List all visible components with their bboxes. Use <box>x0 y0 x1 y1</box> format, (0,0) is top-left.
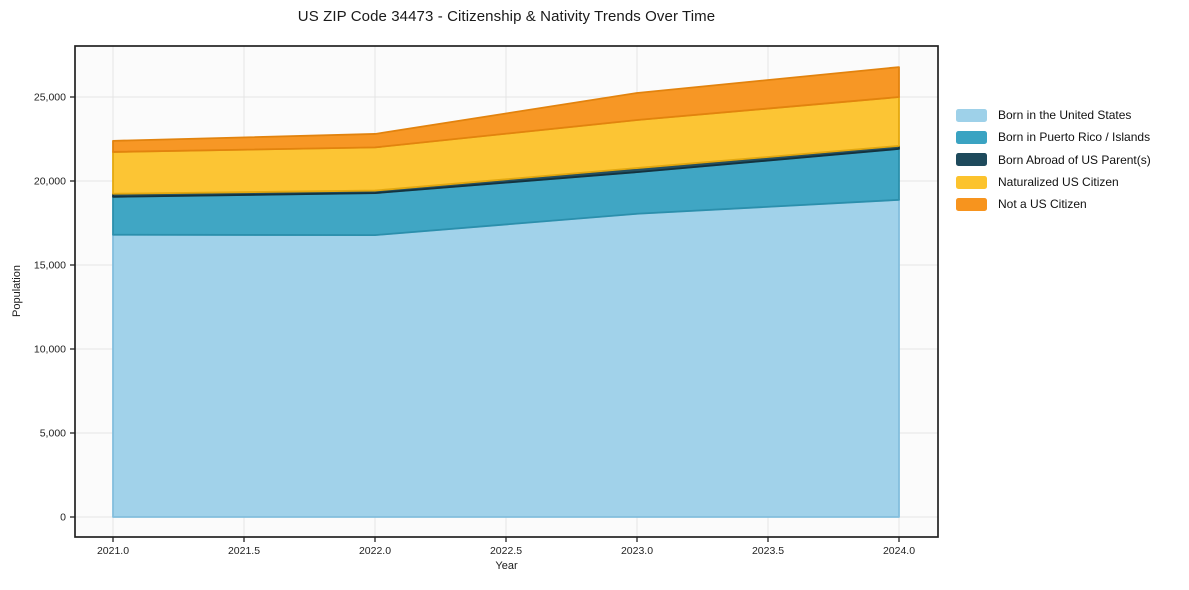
legend-swatch-born-us <box>956 108 987 122</box>
x-axis-label: Year <box>495 560 518 572</box>
legend: Born in the United States Born in Puerto … <box>956 104 1151 215</box>
area-born-us <box>112 198 900 518</box>
y-tick-label: 15,000 <box>34 260 66 272</box>
legend-item-born-us: Born in the United States <box>956 104 1151 126</box>
legend-swatch-not-citizen <box>956 197 987 211</box>
x-tick-label: 2023.0 <box>621 545 653 557</box>
x-tick-label: 2024.0 <box>883 545 915 557</box>
y-tick-label: 25,000 <box>34 92 66 104</box>
legend-swatch-born-abroad <box>956 153 987 167</box>
x-tick-label: 2023.5 <box>752 545 784 557</box>
legend-label: Born Abroad of US Parent(s) <box>998 152 1151 167</box>
y-tick-label: 5,000 <box>40 428 66 440</box>
legend-label: Born in the United States <box>998 108 1132 123</box>
legend-swatch-born-pr <box>956 130 987 144</box>
x-tick-label: 2021.5 <box>228 545 260 557</box>
legend-item-born-abroad: Born Abroad of US Parent(s) <box>956 149 1151 171</box>
legend-item-naturalized: Naturalized US Citizen <box>956 171 1151 193</box>
legend-label: Naturalized US Citizen <box>998 175 1119 190</box>
x-tick-label: 2021.0 <box>97 545 129 557</box>
y-tick-label: 0 <box>60 512 66 524</box>
x-tick-label: 2022.5 <box>490 545 522 557</box>
legend-swatch-naturalized <box>956 175 987 189</box>
legend-item-not-citizen: Not a US Citizen <box>956 193 1151 215</box>
y-axis-label: Population <box>11 265 23 317</box>
y-tick-label: 10,000 <box>34 344 66 356</box>
legend-item-born-pr: Born in Puerto Rico / Islands <box>956 126 1151 148</box>
chart-title: US ZIP Code 34473 - Citizenship & Nativi… <box>297 8 716 25</box>
legend-label: Not a US Citizen <box>998 197 1087 212</box>
x-tick-label: 2022.0 <box>359 545 391 557</box>
legend-label: Born in Puerto Rico / Islands <box>998 130 1151 145</box>
y-tick-label: 20,000 <box>34 176 66 188</box>
area-not-citizen <box>112 66 900 153</box>
